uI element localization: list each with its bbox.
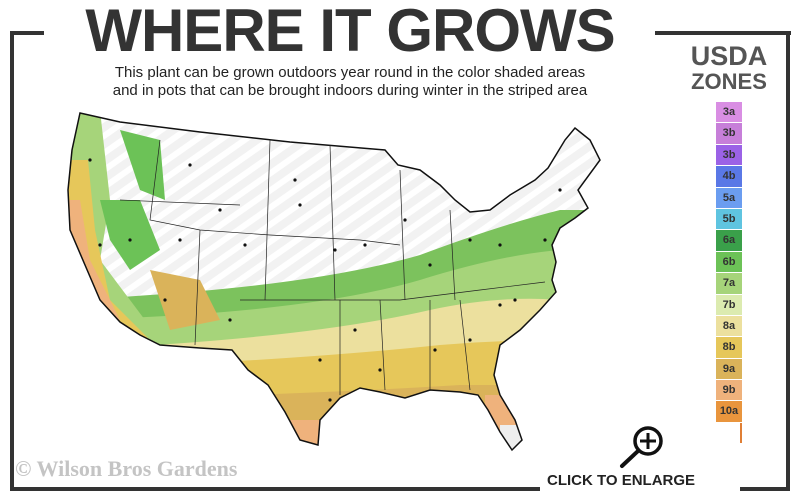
- legend-zone-3b: 3b: [716, 144, 742, 166]
- copyright-watermark: © Wilson Bros Gardens: [15, 456, 238, 481]
- legend-zone-10a: 10a: [716, 401, 742, 422]
- legend-title-line-1: USDA: [690, 41, 768, 71]
- legend-zone-5a: 5a: [716, 187, 742, 208]
- legend-zone-6b: 6b: [716, 251, 742, 273]
- subtitle-line-2: and in pots that can be brought indoors …: [112, 82, 588, 99]
- zone-legend: 3a3b3b4b5a5b6a6b7a7b8a8b9a9b10a10b: [716, 102, 742, 444]
- legend-zone-8a: 8a: [716, 315, 742, 337]
- subtitle: This plant can be grown outdoors year ro…: [40, 64, 660, 100]
- legend-zone-3a: 3a: [716, 102, 742, 123]
- legend-zone-5b: 5b: [716, 208, 742, 230]
- city-dots: [88, 158, 562, 402]
- zoom-in-magnifier-icon: [620, 426, 663, 468]
- subtitle-line-1: This plant can be grown outdoors year ro…: [114, 64, 586, 81]
- legend-zone-6a: 6a: [716, 230, 742, 251]
- legend-zone-9a: 9a: [716, 358, 742, 380]
- legend-zone-7a: 7a: [716, 273, 742, 294]
- map-fill: [68, 113, 600, 450]
- legend-zone-8b: 8b: [716, 337, 742, 358]
- legend-zone-4b: 4b: [716, 166, 742, 187]
- page-title: WHERE IT GROWS: [85, 0, 615, 64]
- legend-zone-9b: 9b: [716, 380, 742, 401]
- state-borders: [119, 139, 546, 395]
- legend-zone-3b: 3b: [716, 123, 742, 144]
- frame-left: [10, 31, 14, 491]
- frame-bottom: [10, 487, 790, 491]
- legend-title: USDA ZONES: [676, 41, 782, 95]
- click-to-enlarge-label: CLICK TO ENLARGE: [547, 472, 696, 489]
- click-to-enlarge-button[interactable]: CLICK TO ENLARGE: [540, 423, 740, 493]
- legend-zone-7b: 7b: [716, 294, 742, 315]
- legend-title-line-2: ZONES: [691, 69, 767, 94]
- frame-right: [786, 31, 790, 491]
- frame-top-left: [10, 31, 44, 35]
- frame-top-right: [655, 31, 791, 35]
